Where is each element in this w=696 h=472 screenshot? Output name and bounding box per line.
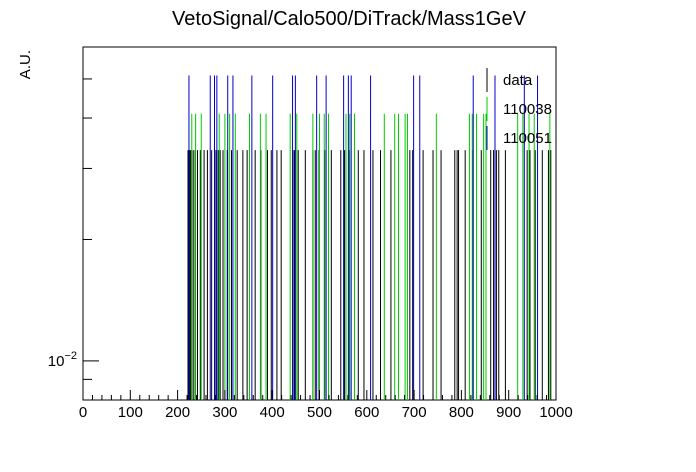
y-axis-label: A.U.	[17, 50, 34, 79]
y-axis: 10−2	[48, 78, 99, 380]
x-tick-label-10: 1000	[539, 404, 572, 421]
legend-label-data: data	[503, 72, 533, 89]
x-tick-label-0: 0	[79, 404, 87, 421]
legend: data 110038 110051	[486, 68, 552, 150]
x-tick-label-4: 400	[260, 404, 285, 421]
histogram-bars	[187, 75, 552, 400]
x-axis: 0 100 200 300 400 500 600 700 800 900 1000	[79, 390, 573, 421]
x-tick-label-5: 500	[307, 404, 332, 421]
x-tick-label-6: 600	[354, 404, 379, 421]
x-tick-label-3: 300	[212, 404, 237, 421]
x-tick-label-9: 900	[496, 404, 521, 421]
y-tick-label-0: 10−2	[48, 350, 77, 370]
x-tick-label-1: 100	[118, 404, 143, 421]
x-tick-label-2: 200	[165, 404, 190, 421]
chart-title: VetoSignal/Calo500/DiTrack/Mass1GeV	[172, 8, 527, 30]
legend-label-110038: 110038	[503, 101, 552, 118]
x-tick-label-7: 700	[402, 404, 427, 421]
x-tick-label-8: 800	[449, 404, 474, 421]
legend-label-110051: 110051	[503, 130, 552, 147]
